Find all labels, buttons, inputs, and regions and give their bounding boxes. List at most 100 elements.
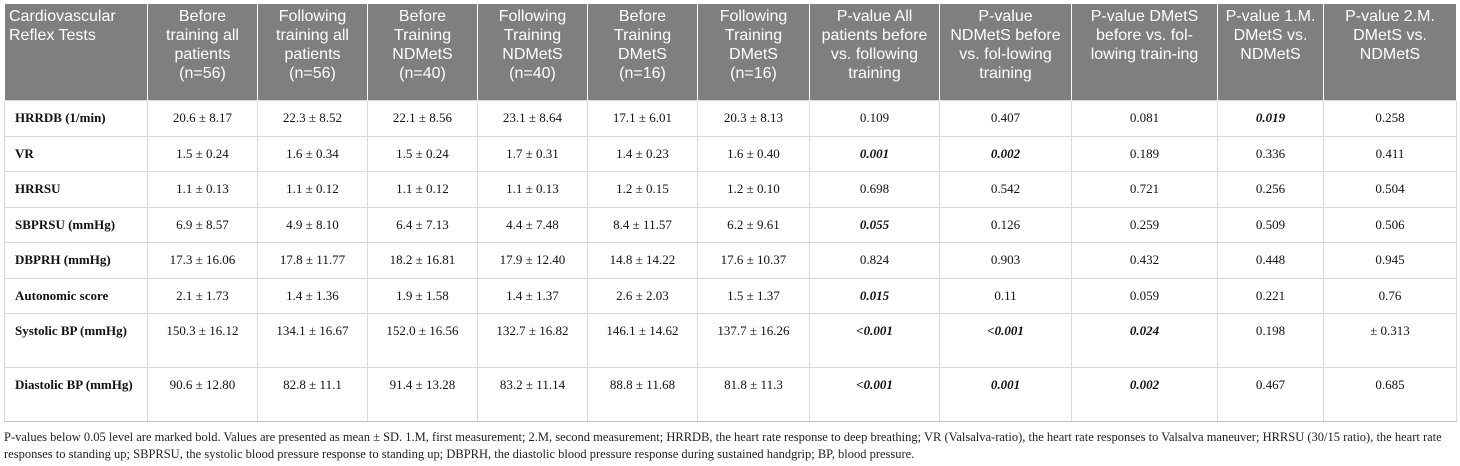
table-cell: 1.4 ± 1.36 [257,277,368,314]
column-header: P-value All patients before vs. followin… [809,4,940,100]
table-cell: 91.4 ± 13.28 [367,366,478,422]
table-cell: 0.258 [1323,99,1457,137]
table-cell: 0.411 [1323,135,1457,172]
table-cell: 23.1 ± 8.64 [477,99,588,137]
table-cell: 1.1 ± 0.12 [257,170,368,208]
table-cell: 4.4 ± 7.48 [477,206,588,243]
table-cell: 17.3 ± 16.06 [147,241,258,279]
table-cell: 0.002 [1071,366,1218,422]
table-cell: 8.4 ± 11.57 [587,206,698,243]
table-cell: 17.9 ± 12.40 [477,241,588,279]
table-cell: 0.542 [939,170,1072,208]
table-row: SBPRSU (mmHg) 6.9 ± 8.57 4.9 ± 8.10 6.4 ± 7… [4,206,1457,243]
table-cell: 0.407 [939,99,1072,137]
table-row: HRRSU 1.1 ± 0.13 1.1 ± 0.12 1.1 ± 0.12 1.1 ±… [4,170,1457,208]
table-cell: 0.336 [1217,135,1324,172]
table-cell: 1.5 ± 0.24 [367,135,478,172]
table-cell: 0.126 [939,206,1072,243]
table-cell: <0.001 [939,312,1072,368]
table-cell: 6.2 ± 9.61 [697,206,810,243]
table-cell: 6.9 ± 8.57 [147,206,258,243]
table-cell: 83.2 ± 11.14 [477,366,588,422]
results-table: Cardiovascular Reflex Tests Before train… [4,4,1457,422]
table-cell: ± 0.313 [1323,312,1457,368]
row-label: VR [4,135,148,172]
table-cell: 1.2 ± 0.10 [697,170,810,208]
table-cell: 0.189 [1071,135,1218,172]
column-header: P-value NDMetS before vs. fol-lowing tra… [939,4,1072,100]
table-cell: 17.1 ± 6.01 [587,99,698,137]
table-cell: 0.685 [1323,366,1457,422]
table-cell: 1.5 ± 0.24 [147,135,258,172]
column-header: Before Training DMetS (n=16) [587,4,698,100]
table-footnote: P-values below 0.05 level are marked bol… [4,429,1442,461]
table-cell: 0.945 [1323,241,1457,279]
row-label: HRRSU [4,170,148,208]
table-row: Autonomic score 2.1 ± 1.73 1.4 ± 1.36 1.9 ±… [4,277,1457,314]
table-cell: 0.467 [1217,366,1324,422]
table-cell: 1.1 ± 0.13 [477,170,588,208]
table-cell: 0.432 [1071,241,1218,279]
table-cell: 81.8 ± 11.3 [697,366,810,422]
column-header: P-value DMetS before vs. fol-lowing trai… [1071,4,1218,100]
table-cell: 0.055 [809,206,940,243]
table-cell: 0.903 [939,241,1072,279]
table-cell: 6.4 ± 7.13 [367,206,478,243]
table-row: Diastolic BP (mmHg) 90.6 ± 12.80 82.8 ± 11… [4,366,1457,422]
table-cell: 20.3 ± 8.13 [697,99,810,137]
table-cell: 1.1 ± 0.13 [147,170,258,208]
table-cell: 0.081 [1071,99,1218,137]
row-label: HRRDB (1/min) [4,99,148,137]
table-cell: 1.4 ± 0.23 [587,135,698,172]
table-cell: 0.015 [809,277,940,314]
table-cell: 1.7 ± 0.31 [477,135,588,172]
table-cell: 0.698 [809,170,940,208]
table-row: DBPRH (mmHg) 17.3 ± 16.06 17.8 ± 11.77 18.2… [4,241,1457,279]
table-cell: 0.221 [1217,277,1324,314]
table-body: HRRDB (1/min) 20.6 ± 8.17 22.3 ± 8.52 22.1 … [4,99,1457,422]
table-cell: 0.019 [1217,99,1324,137]
table-cell: 1.6 ± 0.40 [697,135,810,172]
table-cell: 0.448 [1217,241,1324,279]
table-cell: 152.0 ± 16.56 [367,312,478,368]
table-cell: <0.001 [809,312,940,368]
table-cell: 2.6 ± 2.03 [587,277,698,314]
row-label: SBPRSU (mmHg) [4,206,148,243]
column-header: Following training all patients (n=56) [257,4,368,100]
table-cell: <0.001 [809,366,940,422]
table-cell: 1.1 ± 0.12 [367,170,478,208]
row-label: Autonomic score [4,277,148,314]
row-label: DBPRH (mmHg) [4,241,148,279]
table-row: VR 1.5 ± 0.24 1.6 ± 0.34 1.5 ± 0.24 1.7 ± 0.… [4,135,1457,172]
table-cell: 2.1 ± 1.73 [147,277,258,314]
table-cell: 132.7 ± 16.82 [477,312,588,368]
table-cell: 0.721 [1071,170,1218,208]
table-cell: 0.059 [1071,277,1218,314]
table-cell: 18.2 ± 16.81 [367,241,478,279]
table-cell: 88.8 ± 11.68 [587,366,698,422]
table-cell: 1.9 ± 1.58 [367,277,478,314]
row-label: Systolic BP (mmHg) [4,312,148,368]
table-cell: 4.9 ± 8.10 [257,206,368,243]
table-cell: 0.109 [809,99,940,137]
table-cell: 0.504 [1323,170,1457,208]
column-header: Following Training DMetS (n=16) [697,4,810,100]
table-cell: 134.1 ± 16.67 [257,312,368,368]
table-container: Cardiovascular Reflex Tests Before train… [4,4,1457,463]
column-header: Before Training NDMetS (n=40) [367,4,478,100]
table-row: HRRDB (1/min) 20.6 ± 8.17 22.3 ± 8.52 22.1 … [4,99,1457,137]
table-cell: 20.6 ± 8.17 [147,99,258,137]
table-cell: 22.1 ± 8.56 [367,99,478,137]
table-cell: 1.4 ± 1.37 [477,277,588,314]
table-cell: 17.6 ± 10.37 [697,241,810,279]
table-cell: 17.8 ± 11.77 [257,241,368,279]
table-cell: 0.256 [1217,170,1324,208]
table-cell: 146.1 ± 14.62 [587,312,698,368]
table-cell: 0.824 [809,241,940,279]
table-cell: 0.001 [809,135,940,172]
column-header: P-value 2.M. DMetS vs. NDMetS [1323,4,1457,100]
table-cell: 0.259 [1071,206,1218,243]
row-label: Diastolic BP (mmHg) [4,366,148,422]
header-row: Cardiovascular Reflex Tests Before train… [4,4,1457,100]
table-row: Systolic BP (mmHg) 150.3 ± 16.12 134.1 ± 1… [4,312,1457,368]
